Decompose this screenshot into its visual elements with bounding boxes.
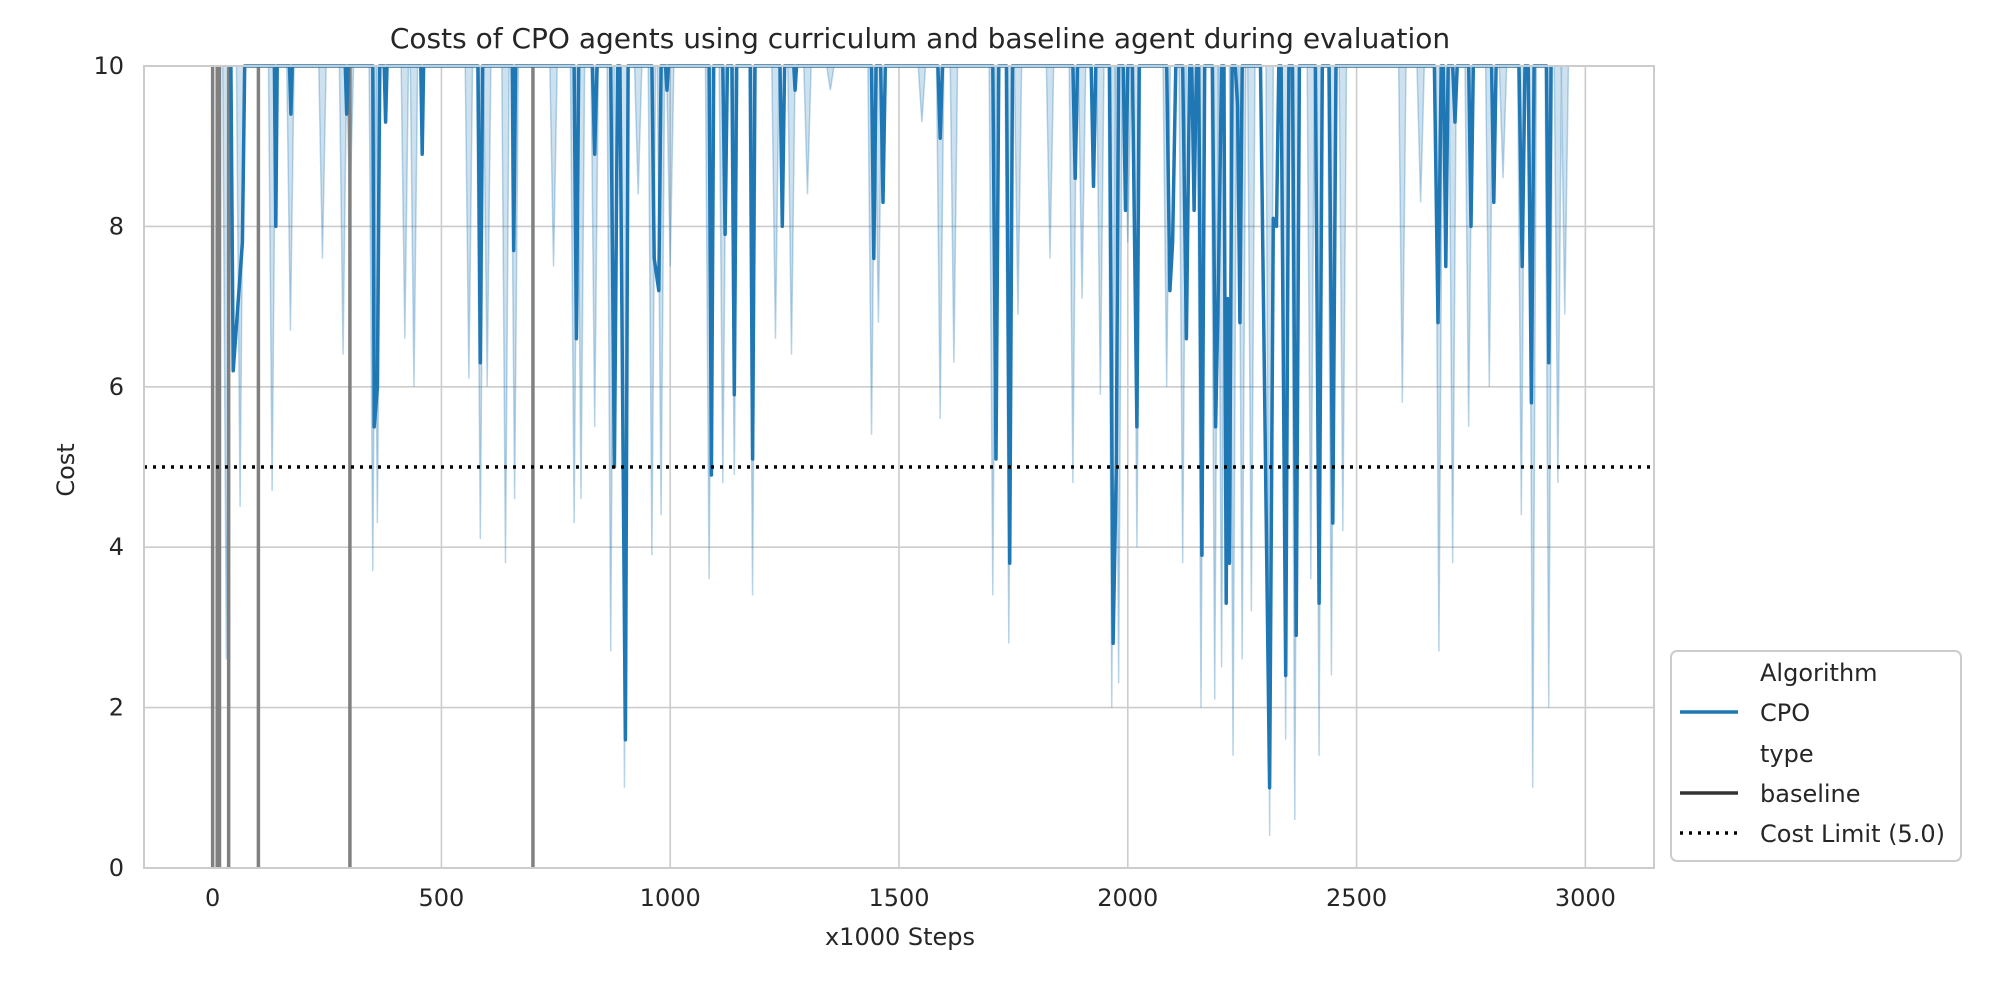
- legend-label-baseline: baseline: [1760, 780, 1861, 808]
- confidence-band-area: [221, 65, 1570, 836]
- y-tick-label: 0: [109, 854, 124, 882]
- series-line-cpo: [229, 64, 1553, 790]
- tick-labels: 0 500 1000 1500 2000 2500 3000 0 2 4 6 8 10: [93, 52, 1615, 912]
- x-tick-label: 500: [419, 884, 465, 912]
- legend-header-type: type: [1760, 740, 1814, 768]
- y-tick-label: 8: [109, 212, 124, 240]
- legend-header-algorithm: Algorithm: [1760, 659, 1878, 687]
- plot-frame: [143, 65, 1655, 869]
- confidence-band: [221, 65, 1570, 836]
- chart-title: Costs of CPO agents using curriculum and…: [390, 22, 1450, 55]
- y-tick-label: 4: [109, 533, 124, 561]
- x-tick-label: 2000: [1097, 884, 1158, 912]
- legend-label-cpo: CPO: [1760, 699, 1810, 727]
- x-tick-label: 1500: [868, 884, 929, 912]
- series-lines: [229, 64, 1553, 790]
- legend: Algorithm CPO type baseline Cost Limit (…: [1670, 650, 1962, 862]
- x-tick-label: 3000: [1555, 884, 1616, 912]
- y-tick-label: 6: [109, 373, 124, 401]
- legend-label-cost-limit: Cost Limit (5.0): [1760, 820, 1945, 848]
- y-tick-label: 10: [93, 52, 124, 80]
- legend-box: [1670, 650, 1962, 862]
- x-tick-label: 1000: [640, 884, 701, 912]
- curriculum-markers: [210, 66, 535, 868]
- x-tick-label: 0: [205, 884, 220, 912]
- x-axis-label: x1000 Steps: [825, 923, 975, 951]
- x-tick-label: 2500: [1326, 884, 1387, 912]
- y-tick-label: 2: [109, 694, 124, 722]
- y-axis-label: Cost: [52, 443, 80, 496]
